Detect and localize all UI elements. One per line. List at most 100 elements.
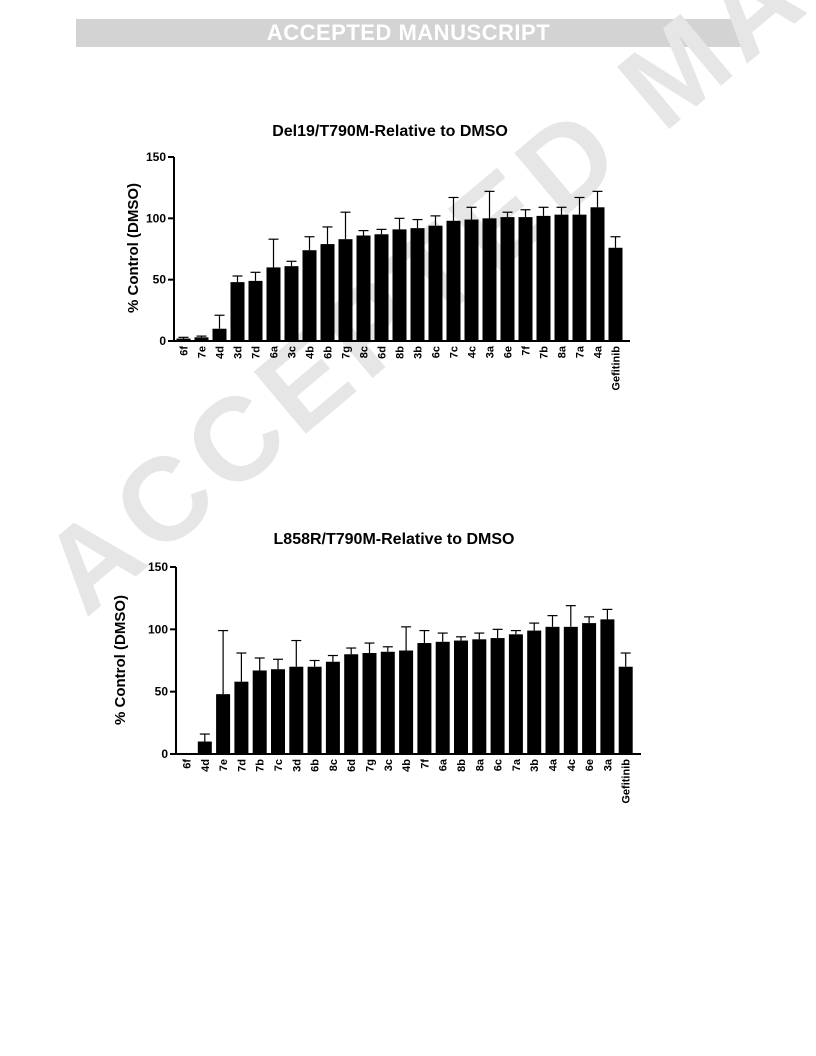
x-tick-label: 7g	[341, 346, 353, 359]
bar-8a	[472, 639, 487, 754]
x-tick-label: 6d	[377, 346, 389, 359]
bar-6d	[374, 234, 389, 341]
accepted-manuscript-banner: ACCEPTED MANUSCRIPT	[76, 19, 741, 47]
bar-4a	[545, 626, 560, 754]
bar-6b	[320, 244, 335, 341]
y-tick-label: 50	[155, 685, 169, 699]
bar-3b	[527, 630, 542, 754]
x-tick-label: 8b	[395, 346, 407, 359]
y-axis-label: % Control (DMSO)	[125, 183, 142, 313]
bar-Gefitinib	[608, 247, 623, 341]
bar-7a	[572, 214, 587, 341]
bar-3d	[230, 282, 245, 341]
bar-7d	[248, 280, 263, 341]
x-tick-label: 4d	[215, 346, 227, 359]
x-tick-label: 6b	[310, 759, 322, 772]
bar-7e	[194, 337, 209, 341]
x-tick-label: 3d	[233, 346, 245, 359]
chart-title: Del19/T790M-Relative to DMSO	[272, 123, 508, 140]
x-tick-label: 7e	[197, 346, 209, 358]
bar-8a	[554, 214, 569, 341]
x-tick-label: 6e	[503, 346, 515, 358]
bar-7b	[252, 670, 267, 754]
x-tick-label: 6d	[346, 759, 358, 772]
bar-8c	[356, 235, 371, 341]
bar-7d	[234, 681, 249, 754]
bar-4c	[563, 626, 578, 754]
x-tick-label: 7c	[273, 759, 285, 771]
x-tick-label: 7c	[449, 346, 461, 358]
bar-6a	[435, 641, 450, 754]
bar-6b	[307, 666, 322, 754]
x-tick-label: 3a	[602, 758, 614, 771]
x-tick-label: 7d	[236, 759, 248, 772]
y-tick-label: 0	[161, 747, 168, 761]
x-tick-label: 6c	[431, 346, 443, 358]
bar-6e	[500, 217, 515, 341]
x-tick-label: 7g	[365, 759, 377, 772]
x-tick-label: 8a	[557, 345, 569, 358]
x-tick-label: 7f	[521, 346, 533, 356]
x-tick-label: 8b	[456, 759, 468, 772]
bar-3c	[284, 266, 299, 341]
y-tick-label: 150	[148, 560, 168, 574]
bar-3a	[482, 218, 497, 341]
bar-6c	[428, 225, 443, 341]
x-tick-label: 8a	[474, 758, 486, 771]
bar-4a	[590, 207, 605, 341]
bar-7f	[518, 217, 533, 341]
bar-7a	[508, 634, 523, 754]
x-tick-label: 4a	[593, 345, 605, 358]
x-tick-label: 7d	[251, 346, 263, 359]
bar-7e	[216, 694, 231, 754]
y-tick-label: 0	[159, 334, 166, 348]
bar-7g	[362, 653, 377, 754]
bar-6e	[582, 623, 597, 754]
bar-7b	[536, 215, 551, 341]
y-tick-label: 150	[146, 150, 166, 164]
bar-7c	[446, 220, 461, 341]
x-tick-label: 4d	[200, 759, 212, 772]
chart-title: L858R/T790M-Relative to DMSO	[274, 531, 515, 548]
y-axis-label: % Control (DMSO)	[112, 595, 129, 725]
x-tick-label: 6e	[584, 759, 596, 771]
bar-6f	[179, 753, 194, 754]
bar-7g	[338, 239, 353, 341]
x-tick-label: 6b	[323, 346, 335, 359]
bar-Gefitinib	[618, 666, 633, 754]
bar-4c	[464, 219, 479, 341]
bar-3d	[289, 666, 304, 754]
bar-4d	[212, 328, 227, 341]
y-tick-label: 100	[146, 211, 166, 225]
bar-8b	[454, 640, 468, 754]
x-tick-label: Gefitinib	[611, 346, 623, 391]
x-tick-label: 6f	[182, 759, 194, 769]
bar-3c	[380, 651, 395, 754]
x-tick-label: 7b	[539, 346, 551, 359]
x-tick-label: 6f	[179, 346, 191, 356]
x-tick-label: Gefitinib	[621, 759, 633, 804]
x-tick-label: 8c	[359, 346, 371, 358]
bar-6a	[266, 267, 281, 341]
y-tick-label: 50	[153, 273, 167, 287]
x-tick-label: 7e	[218, 759, 230, 771]
bar-4b	[399, 650, 414, 754]
x-tick-label: 4a	[548, 758, 560, 771]
x-tick-label: 7f	[419, 759, 431, 769]
bar-8b	[392, 229, 407, 341]
x-tick-label: 6c	[493, 759, 505, 771]
x-tick-label: 3b	[529, 759, 541, 772]
bar-7c	[271, 669, 285, 754]
x-tick-label: 4b	[305, 346, 317, 359]
x-tick-label: 6a	[269, 345, 281, 358]
x-tick-label: 7a	[575, 345, 587, 358]
chart-1-group: Del19/T790M-Relative to DMSO % Control (D…	[125, 123, 630, 391]
bar-6c	[490, 638, 505, 754]
bar-3a	[600, 619, 615, 754]
x-tick-label: 3c	[383, 759, 395, 771]
x-tick-label: 4c	[566, 759, 578, 771]
banner-text: ACCEPTED MANUSCRIPT	[266, 20, 551, 45]
bar-7f	[417, 643, 432, 754]
bar-3b	[410, 228, 425, 341]
x-tick-label: 7a	[511, 758, 523, 771]
